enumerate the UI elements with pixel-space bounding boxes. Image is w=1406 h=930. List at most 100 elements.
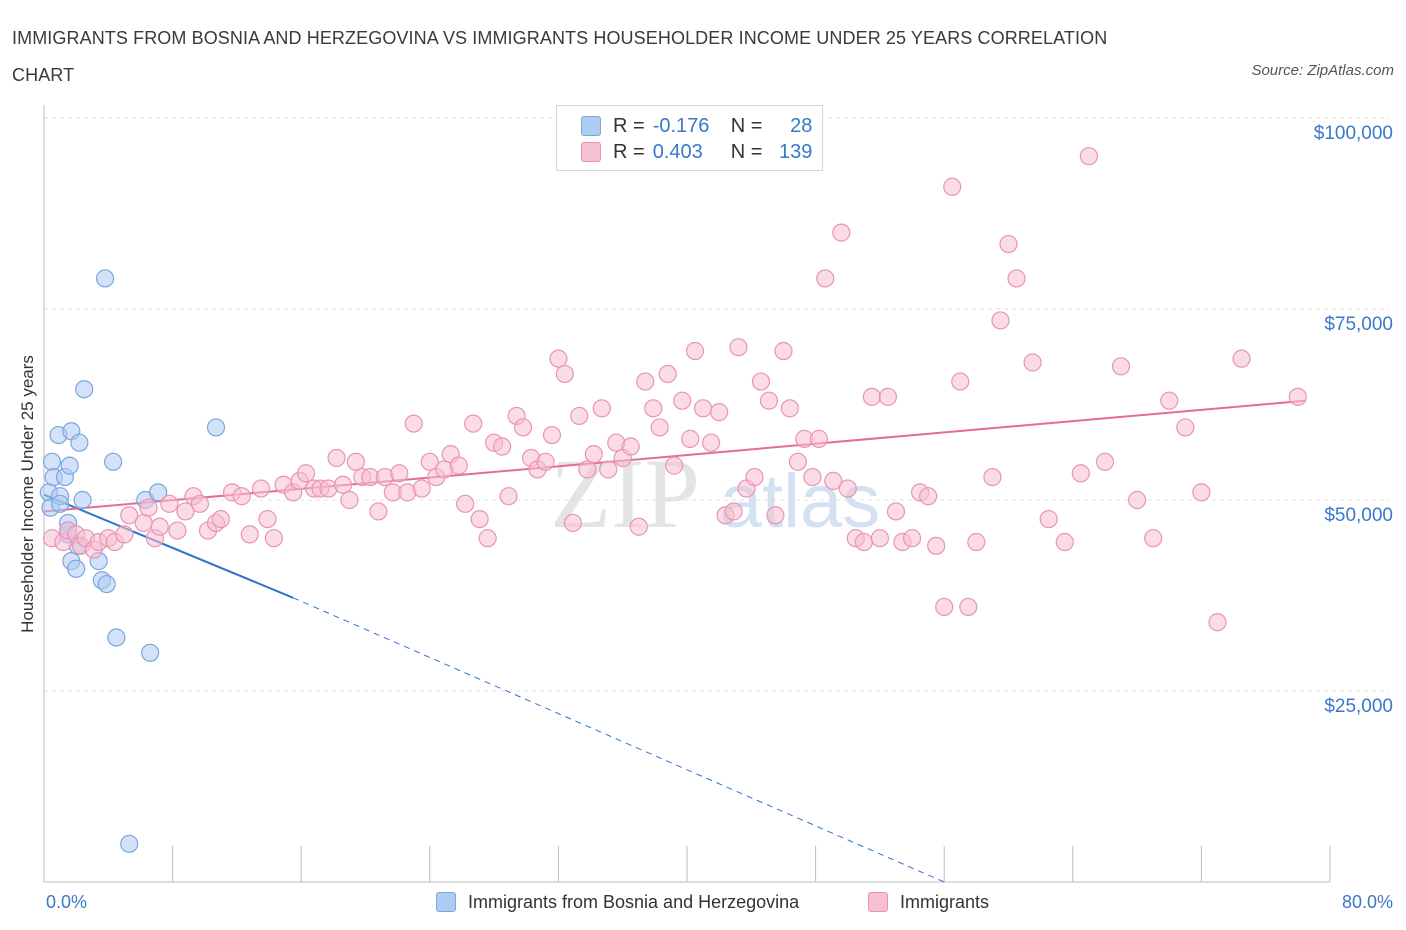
legend-r-value: -0.176: [652, 114, 710, 137]
legend-n-label: N =: [730, 114, 763, 137]
immigrants-point: [629, 517, 648, 536]
immigrants-point: [809, 429, 828, 448]
bosnia-trend-line: [43, 493, 294, 599]
immigrants-point: [536, 452, 555, 471]
bosnia-point: [140, 643, 160, 662]
bosnia-point: [149, 483, 168, 502]
immigrants-point: [780, 399, 799, 418]
immigrants-point: [759, 391, 779, 410]
immigrants-point: [644, 399, 663, 418]
bottom-legend-swatch-immigrants: [868, 892, 888, 912]
legend-n-value: 28: [790, 114, 813, 137]
immigrants-point: [168, 521, 187, 540]
immigrants-point: [774, 341, 793, 361]
immigrants-point: [621, 437, 640, 456]
bosnia-point: [70, 433, 89, 452]
immigrants-point: [1127, 490, 1147, 510]
bottom-legend-bosnia: Immigrants from Bosnia and Herzegovina: [436, 888, 799, 916]
immigrants-point: [412, 479, 431, 498]
stats-legend: R = -0.176 N = 28 R = 0.403 N = 139: [556, 105, 823, 171]
immigrants-point: [658, 364, 677, 384]
immigrants-point: [745, 467, 764, 487]
data-points: [39, 147, 1307, 853]
source-label: Source: ZipAtlas.com: [1251, 62, 1394, 79]
immigrants-point: [456, 494, 475, 513]
immigrants-point: [824, 471, 843, 490]
immigrants-point: [599, 460, 618, 479]
immigrants-point: [951, 372, 970, 391]
immigrants-point: [650, 418, 669, 437]
immigrants-point: [258, 509, 277, 529]
immigrants-point: [1039, 509, 1058, 529]
bosnia-point: [104, 452, 123, 471]
bosnia-point: [60, 456, 79, 475]
chart-title: IMMIGRANTS FROM BOSNIA AND HERZEGOVINA V…: [12, 28, 1108, 85]
immigrants-point: [870, 529, 890, 548]
immigrants-point: [803, 467, 822, 487]
immigrants-point: [991, 311, 1010, 330]
immigrants-point: [134, 513, 153, 533]
immigrants-point: [470, 509, 489, 529]
immigrants-point: [542, 425, 562, 445]
immigrants-point: [878, 387, 898, 406]
bottom-legend-swatch-bosnia: [436, 892, 456, 912]
bosnia-point: [75, 380, 94, 399]
immigrants-point: [390, 464, 409, 483]
immigrants-point: [369, 502, 388, 521]
x-tick-labels: 0.0% 80.0%: [46, 892, 1393, 912]
immigrants-point: [264, 529, 283, 548]
legend-swatch-immigrants: [581, 142, 601, 162]
bottom-legend-immigrants: Immigrants: [868, 888, 989, 916]
immigrants-point: [927, 536, 946, 555]
immigrants-point: [636, 372, 655, 391]
immigrants-point: [862, 387, 881, 406]
immigrants-point: [919, 487, 938, 506]
immigrants-point: [681, 429, 700, 448]
immigrants-point: [967, 532, 986, 552]
immigrants-point: [886, 502, 906, 521]
immigrants-point: [1071, 464, 1090, 483]
immigrants-point: [751, 372, 771, 391]
immigrants-point: [1160, 391, 1179, 410]
bosnia-point: [120, 834, 139, 853]
immigrants-point: [1111, 357, 1131, 376]
immigrants-point: [816, 269, 835, 288]
immigrants-point: [838, 479, 857, 498]
immigrants-point: [902, 529, 922, 548]
immigrants-point: [1079, 147, 1098, 166]
immigrants-point: [592, 399, 611, 418]
immigrants-point: [340, 490, 359, 510]
legend-r-label: R =: [613, 114, 645, 137]
immigrants-point: [549, 349, 568, 368]
immigrants-point: [1192, 483, 1211, 502]
immigrants-point: [724, 502, 743, 521]
immigrants-point: [935, 597, 954, 617]
immigrants-point: [120, 506, 139, 525]
immigrants-point: [563, 513, 582, 533]
y-axis-label: Householder Income Under 25 years: [18, 355, 37, 633]
immigrants-point: [673, 391, 692, 410]
immigrants-point: [211, 509, 230, 529]
immigrants-point: [1176, 418, 1195, 437]
x-tick-label-left: 0.0%: [46, 892, 87, 912]
bottom-legend-label-immigrants: Immigrants: [900, 891, 990, 912]
legend-row-immigrants: R = 0.403 N = 139: [581, 140, 812, 164]
immigrants-point: [240, 525, 259, 544]
immigrants-point: [685, 341, 705, 361]
immigrants-point: [788, 452, 808, 471]
immigrants-point: [115, 525, 134, 544]
bosnia-point: [107, 628, 126, 647]
immigrants-point: [1023, 353, 1042, 372]
bosnia-point: [95, 269, 115, 288]
legend-row-bosnia: R = -0.176 N = 28: [581, 114, 812, 138]
bosnia-point: [50, 494, 70, 513]
immigrants-point: [327, 448, 346, 468]
y-tick-label: $75,000: [1324, 314, 1393, 335]
immigrants-point: [854, 532, 873, 552]
immigrants-point: [665, 456, 684, 475]
y-tick-label: $100,000: [1314, 123, 1393, 144]
immigrants-point: [464, 414, 483, 433]
immigrants-point: [1055, 532, 1074, 552]
immigrants-point: [420, 452, 439, 471]
